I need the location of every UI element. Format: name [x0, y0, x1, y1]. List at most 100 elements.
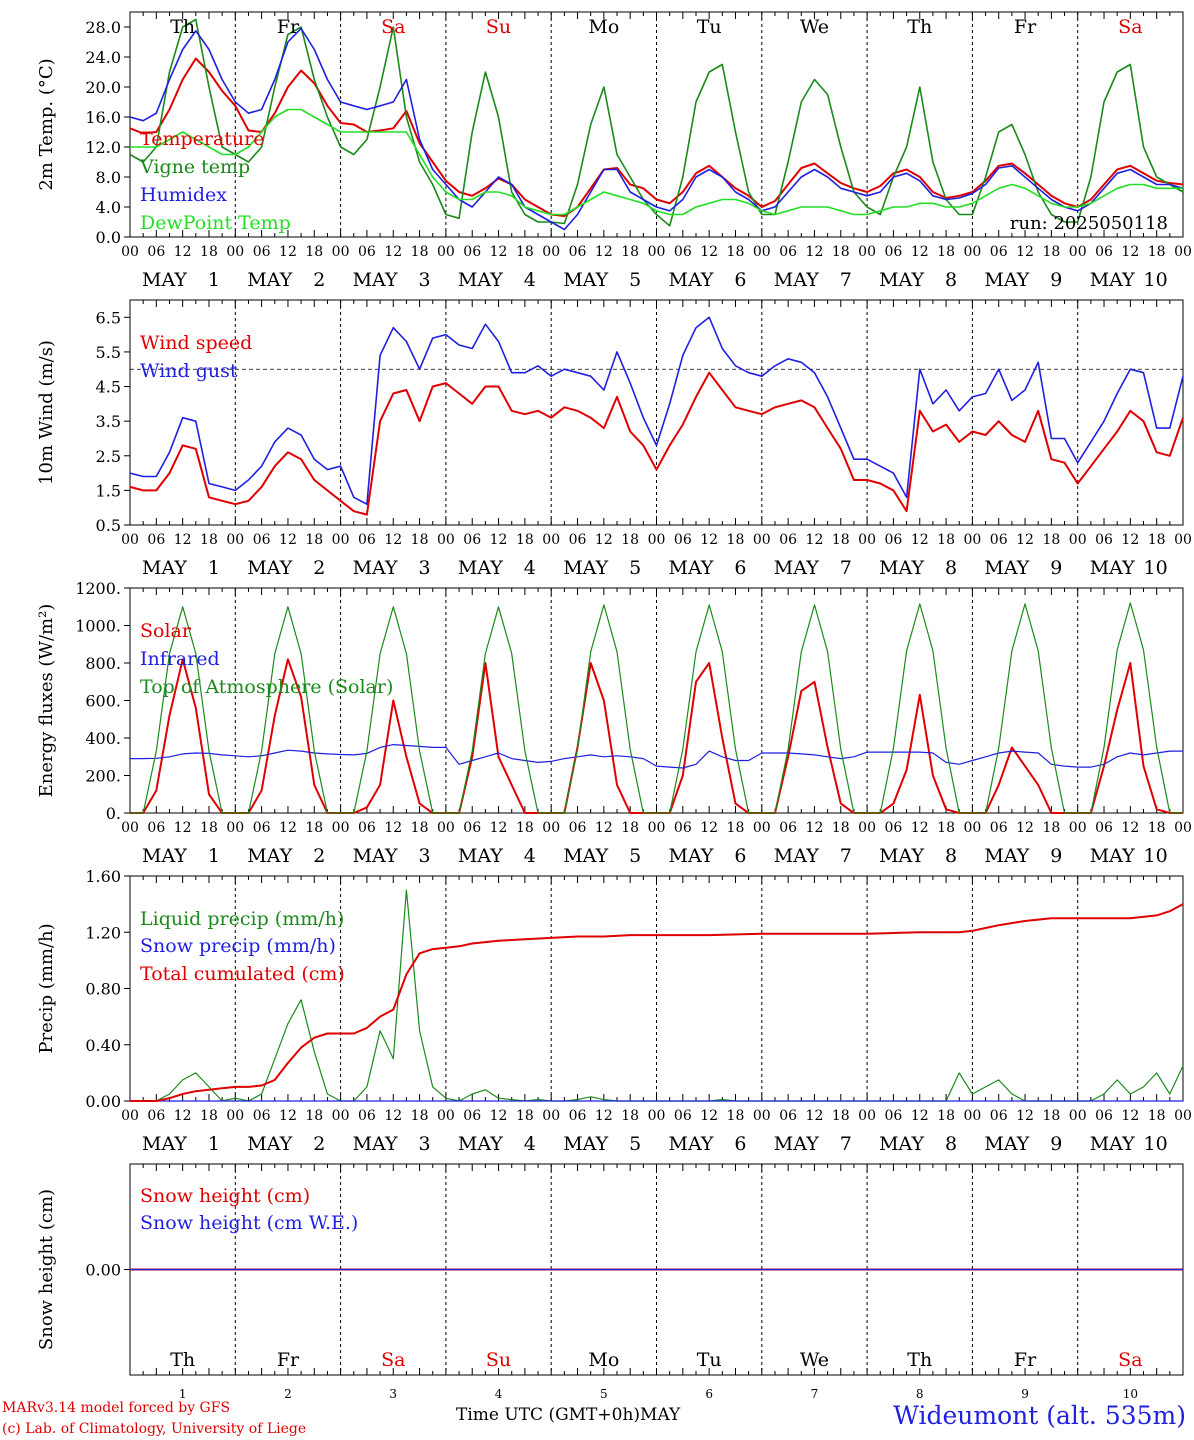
temp-month-label: MAY	[669, 269, 714, 291]
energy-hour-label: 06	[358, 820, 376, 836]
temp-legend-item: Temperature	[140, 128, 264, 150]
wind-legend-item: Wind gust	[140, 360, 238, 382]
precip-hour-label: 12	[490, 1108, 508, 1124]
precip-month-label: MAY	[669, 1133, 714, 1155]
wind-month-label: MAY	[563, 557, 608, 579]
wind-legend-item: Wind speed	[140, 332, 252, 354]
temp-hour-label: 12	[490, 244, 508, 260]
wind-hour-label: 00	[226, 532, 244, 548]
wind-ytick-label: 0.5	[96, 516, 121, 535]
temp-month-label: MAY	[353, 269, 398, 291]
energy-hour-label: 00	[648, 820, 666, 836]
precip-hour-label: 00	[332, 1108, 350, 1124]
precip-month-label: MAY	[353, 1133, 398, 1155]
wind-series-wind-speed	[129, 371, 1184, 516]
temp-ytick-label: 12.0	[85, 138, 121, 157]
temp-date-label: 4	[524, 269, 536, 291]
weekday-label-bottom: Mo	[588, 1349, 619, 1371]
wind-date-label: 3	[419, 557, 431, 579]
energy-hour-label: 06	[253, 820, 271, 836]
temp-hour-label: 06	[990, 244, 1008, 260]
energy-series-top-of-atmosphere-solar-	[130, 602, 1183, 814]
energy-month-label: MAY	[984, 845, 1029, 867]
energy-ylabel: Energy fluxes (W/m²)	[36, 604, 57, 798]
energy-hour-label: 00	[753, 820, 771, 836]
energy-hour-label: 00	[121, 820, 139, 836]
energy-hour-label: 00	[963, 820, 981, 836]
temp-hour-label: 12	[174, 244, 192, 260]
precip-hour-label: 06	[885, 1108, 903, 1124]
time-axis-text: Time UTC (GMT+0h)	[456, 1405, 641, 1425]
energy-month-label: MAY	[458, 845, 503, 867]
energy-hour-label: 18	[305, 820, 323, 836]
temp-ytick-label: 4.0	[96, 198, 121, 217]
weekday-label-top: Su	[486, 16, 511, 38]
energy-hour-label: 06	[1095, 820, 1113, 836]
wind-ytick-label: 2.5	[96, 447, 121, 466]
wind-ytick-label: 6.5	[96, 308, 121, 327]
temp-hour-label: 18	[621, 244, 639, 260]
energy-ytick-label: 200.	[85, 767, 121, 786]
precip-date-label: 9	[1050, 1133, 1062, 1155]
wind-hour-label: 00	[1174, 532, 1192, 548]
energy-date-label: 5	[629, 845, 641, 867]
precip-date-label: 3	[419, 1133, 431, 1155]
precip-hour-label: 06	[674, 1108, 692, 1124]
weekday-label-top: Fr	[277, 16, 300, 38]
temp-hour-label: 12	[595, 244, 613, 260]
precip-hour-label: 18	[1042, 1108, 1060, 1124]
energy-hour-label: 12	[911, 820, 929, 836]
temp-ytick-label: 28.0	[85, 18, 121, 37]
weekday-label-bottom: We	[800, 1349, 829, 1371]
wind-hour-label: 12	[384, 532, 402, 548]
energy-hour-label: 06	[147, 820, 165, 836]
precip-hour-label: 00	[963, 1108, 981, 1124]
energy-hour-label: 06	[990, 820, 1008, 836]
weekday-label-bottom: Th	[907, 1349, 932, 1371]
weekday-label-top: Th	[907, 16, 932, 38]
weekday-label-bottom: Sa	[1118, 1349, 1142, 1371]
temp-hour-label: 18	[832, 244, 850, 260]
energy-date-label: 4	[524, 845, 536, 867]
energy-series-infrared	[130, 743, 1183, 769]
energy-month-label: MAY	[142, 845, 187, 867]
energy-hour-label: 12	[384, 820, 402, 836]
panel-precip: 0.00 0.40 0.80 1.20 1.60 Precip (mm/h) Liquid …	[36, 867, 1192, 1155]
energy-date-label: 6	[734, 845, 746, 867]
precip-hour-label: 18	[516, 1108, 534, 1124]
precip-date-label: 2	[313, 1133, 325, 1155]
temp-hour-label: 12	[1016, 244, 1034, 260]
wind-hour-label: 06	[779, 532, 797, 548]
wind-hour-label: 00	[121, 532, 139, 548]
weekday-label-bottom: Th	[170, 1349, 195, 1371]
energy-hour-label: 18	[411, 820, 429, 836]
wind-month-label: MAY	[669, 557, 714, 579]
wind-date-label: 4	[524, 557, 536, 579]
energy-hour-label: 06	[674, 820, 692, 836]
precip-date-label: 4	[524, 1133, 536, 1155]
wind-month-label: MAY	[458, 557, 503, 579]
precip-hour-label: 12	[384, 1108, 402, 1124]
temp-hour-label: 00	[648, 244, 666, 260]
energy-hour-label: 18	[937, 820, 955, 836]
precip-hour-label: 06	[569, 1108, 587, 1124]
precip-hour-label: 18	[832, 1108, 850, 1124]
wind-month-label: MAY	[879, 557, 924, 579]
precip-hour-label: 18	[200, 1108, 218, 1124]
energy-hour-label: 00	[332, 820, 350, 836]
time-axis-month: MAY	[640, 1405, 681, 1425]
temp-ytick-label: 24.0	[85, 48, 121, 67]
station-label: Wideumont (alt. 535m)	[893, 1401, 1186, 1430]
precip-month-label: MAY	[563, 1133, 608, 1155]
temp-hour-label: 00	[332, 244, 350, 260]
wind-hour-label: 00	[858, 532, 876, 548]
energy-hour-label: 18	[1148, 820, 1166, 836]
temp-hour-label: 00	[1174, 244, 1192, 260]
temp-series-temperature	[129, 57, 1184, 217]
temp-hour-label: 18	[727, 244, 745, 260]
temp-hour-label: 00	[437, 244, 455, 260]
wind-month-label: MAY	[247, 557, 292, 579]
temp-date-label: 3	[419, 269, 431, 291]
energy-hour-label: 00	[226, 820, 244, 836]
precip-month-label: MAY	[458, 1133, 503, 1155]
